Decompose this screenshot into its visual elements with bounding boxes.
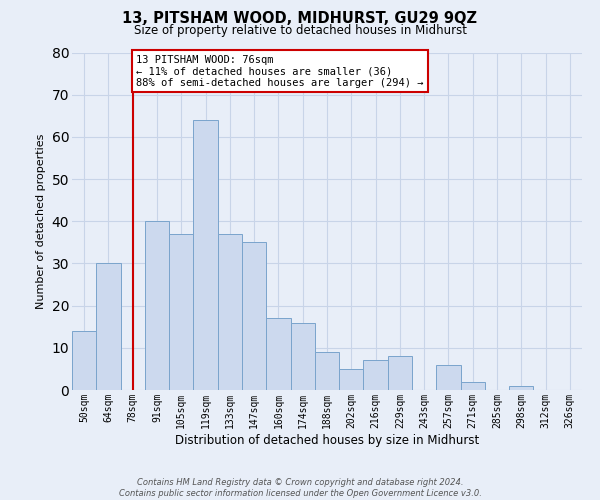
Bar (315, 352, 339, 390)
Bar (193, 120, 218, 390)
Bar (266, 318, 290, 390)
Bar (436, 364, 461, 390)
Text: Size of property relative to detached houses in Midhurst: Size of property relative to detached ho… (133, 24, 467, 37)
Text: 13 PITSHAM WOOD: 76sqm
← 11% of detached houses are smaller (36)
88% of semi-det: 13 PITSHAM WOOD: 76sqm ← 11% of detached… (136, 54, 424, 88)
Bar (388, 356, 412, 390)
Bar (461, 382, 485, 390)
Bar (218, 234, 242, 390)
Bar (339, 369, 364, 390)
Text: Contains HM Land Registry data © Crown copyright and database right 2024.
Contai: Contains HM Land Registry data © Crown c… (119, 478, 481, 498)
X-axis label: Distribution of detached houses by size in Midhurst: Distribution of detached houses by size … (175, 434, 479, 446)
Bar (72, 331, 96, 390)
Text: 13, PITSHAM WOOD, MIDHURST, GU29 9QZ: 13, PITSHAM WOOD, MIDHURST, GU29 9QZ (122, 11, 478, 26)
Bar (364, 360, 388, 390)
Bar (509, 386, 533, 390)
Bar (96, 264, 121, 390)
Bar (145, 221, 169, 390)
Y-axis label: Number of detached properties: Number of detached properties (36, 134, 46, 309)
Bar (290, 322, 315, 390)
Bar (169, 234, 193, 390)
Bar (242, 242, 266, 390)
